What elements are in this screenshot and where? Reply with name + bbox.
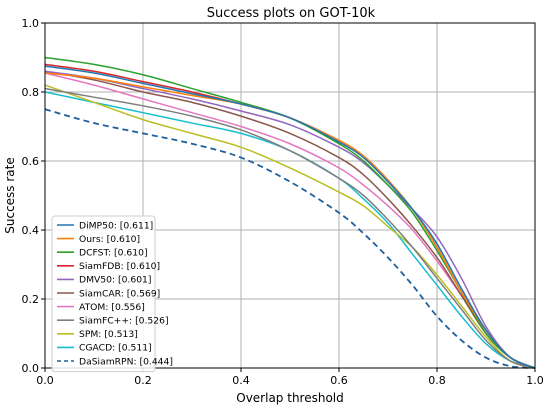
x-tick-label: 0.0 — [36, 374, 54, 387]
chart-title: Success plots on GOT-10k — [207, 6, 376, 21]
y-tick-label: 0.0 — [22, 362, 40, 375]
axis-ticks: 0.0 0.2 0.4 0.6 0.8 1.0 0.0 0.2 0.4 0.6 0.8 1.0 — [22, 17, 544, 387]
plot-curves — [44, 56, 536, 369]
legend-label: ATOM: [0.556] — [79, 302, 145, 313]
series-line-9 — [44, 91, 536, 369]
plot-frame — [44, 22, 536, 369]
legend-label: CGACD: [0.511] — [79, 343, 152, 354]
x-tick-label: 0.4 — [232, 374, 250, 387]
legend-label: DCFST: [0.610] — [79, 248, 148, 259]
legend-box — [51, 215, 156, 373]
series-line-10 — [44, 108, 536, 369]
y-tick-label: 1.0 — [22, 17, 40, 30]
series-line-7 — [44, 87, 536, 369]
legend-label: DaSiamRPN: [0.444] — [79, 356, 173, 367]
legend-label: DMV50: [0.601] — [79, 275, 151, 286]
legend-label: SiamFC++: [0.526] — [79, 316, 169, 327]
x-tick-label: 0.6 — [330, 374, 348, 387]
legend-label: SPM: [0.513] — [79, 329, 138, 340]
x-axis-label: Overlap threshold — [236, 391, 344, 405]
legend-label: SiamCAR: [0.569] — [79, 288, 160, 299]
y-tick-label: 0.6 — [22, 155, 40, 168]
x-tick-label: 0.2 — [134, 374, 152, 387]
legend-label: SiamFDB: [0.610] — [79, 261, 160, 272]
x-tick-label: 1.0 — [526, 374, 544, 387]
y-tick-label: 0.4 — [22, 224, 40, 237]
y-axis-label: Success rate — [3, 157, 17, 234]
x-tick-label: 0.8 — [428, 374, 446, 387]
legend-label: Ours: [0.610] — [79, 234, 140, 245]
legend-label: DiMP50: [0.611] — [79, 220, 153, 231]
legend: DiMP50: [0.611] Ours: [0.610] DCFST: [0.61… — [51, 215, 173, 373]
series-line-4 — [44, 70, 536, 369]
series-line-2 — [44, 56, 536, 369]
series-line-8 — [44, 84, 536, 369]
y-tick-label: 0.8 — [22, 86, 40, 99]
y-tick-label: 0.2 — [22, 293, 40, 306]
series-line-0 — [44, 65, 536, 369]
